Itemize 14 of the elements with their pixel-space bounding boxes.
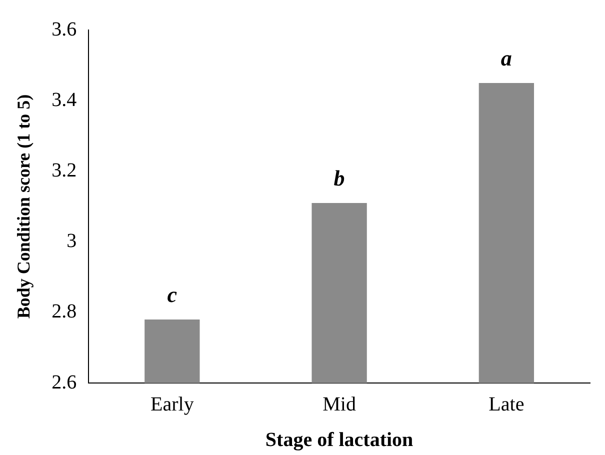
x-tick-label: Mid <box>322 393 356 416</box>
y-tick-label: 3.2 <box>52 159 77 182</box>
y-tick-label: 2.6 <box>52 371 77 394</box>
y-axis-title: Body Condition score (1 to 5) <box>13 94 34 319</box>
y-tick-label: 3.4 <box>52 88 77 111</box>
y-tick-label: 2.8 <box>52 300 77 323</box>
x-axis-title: Stage of lactation <box>265 429 414 452</box>
annotation: b <box>334 166 345 191</box>
x-tick-label: Early <box>150 393 194 416</box>
y-tick-label: 3.6 <box>52 18 77 40</box>
y-tick-label: 3 <box>66 230 77 252</box>
annotation: c <box>167 282 178 308</box>
annotation: a <box>500 46 512 71</box>
x-tick-label: Late <box>488 393 524 416</box>
